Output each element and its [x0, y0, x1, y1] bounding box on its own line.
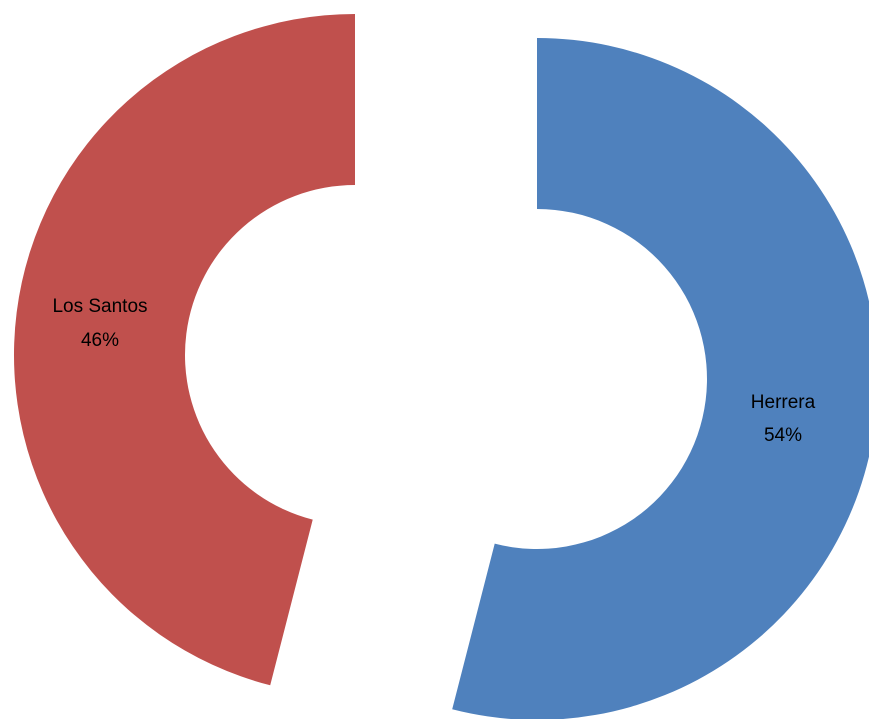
slice-label-los-santos-name: Los Santos	[52, 296, 147, 317]
slices-layer	[13, 13, 869, 719]
slice-herrera	[452, 38, 869, 719]
slice-label-herrera-name: Herrera	[751, 392, 816, 413]
slice-label-herrera-percent: 54%	[764, 425, 802, 446]
slice-label-los-santos-percent: 46%	[81, 330, 119, 351]
labels-layer: Herrera 54% Los Santos 46%	[52, 296, 815, 446]
slice-los-santos	[13, 13, 356, 686]
